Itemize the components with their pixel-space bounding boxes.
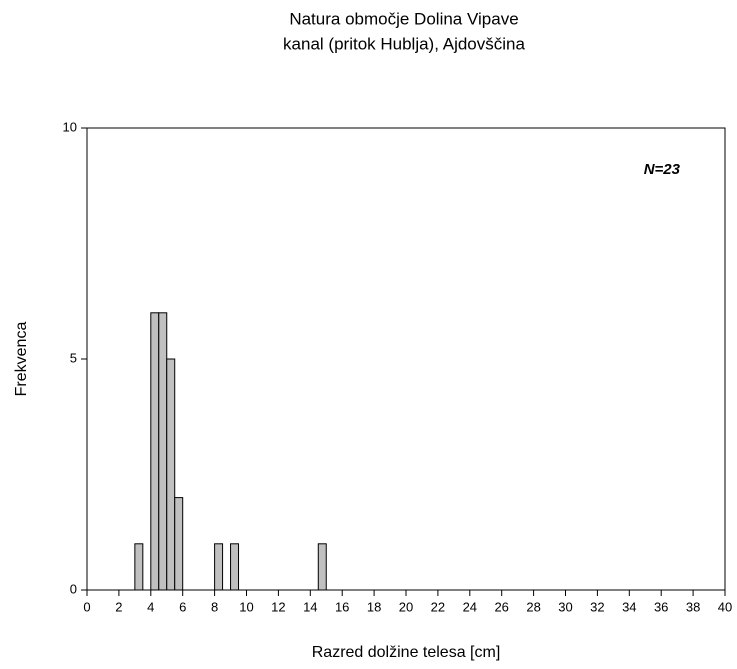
x-tick-label: 30 xyxy=(558,599,572,614)
chart-title: Natura območje Dolina Vipave xyxy=(289,9,518,28)
bar xyxy=(214,543,224,591)
x-tick-label: 24 xyxy=(463,599,477,614)
x-tick-label: 26 xyxy=(494,599,508,614)
x-tick-label: 32 xyxy=(590,599,604,614)
bar xyxy=(158,312,168,591)
bar xyxy=(166,358,176,591)
x-tick-label: 38 xyxy=(686,599,700,614)
bar xyxy=(150,312,160,591)
bar xyxy=(134,543,144,591)
bar xyxy=(230,543,240,591)
chart-subtitle: kanal (pritok Hublja), Ajdovščina xyxy=(283,34,525,53)
bar xyxy=(174,497,184,591)
annotation: N=23 xyxy=(644,161,681,178)
y-tick-label: 10 xyxy=(63,119,77,134)
x-tick-label: 12 xyxy=(271,599,285,614)
x-tick-label: 36 xyxy=(654,599,668,614)
x-tick-label: 10 xyxy=(239,599,253,614)
bar xyxy=(317,543,327,591)
x-tick-label: 6 xyxy=(179,599,186,614)
y-tick-label: 0 xyxy=(70,581,77,596)
x-tick-label: 14 xyxy=(303,599,317,614)
y-axis-label: Frekvenca xyxy=(13,322,30,397)
y-tick-label: 5 xyxy=(70,350,77,365)
x-tick-label: 20 xyxy=(399,599,413,614)
x-tick-label: 40 xyxy=(718,599,732,614)
x-tick-label: 34 xyxy=(622,599,636,614)
x-tick-label: 18 xyxy=(367,599,381,614)
x-tick-label: 8 xyxy=(211,599,218,614)
x-tick-label: 16 xyxy=(335,599,349,614)
x-tick-label: 0 xyxy=(83,599,90,614)
x-axis-label: Razred dolžine telesa [cm] xyxy=(312,644,501,661)
x-tick-label: 2 xyxy=(115,599,122,614)
x-tick-label: 22 xyxy=(431,599,445,614)
x-tick-label: 28 xyxy=(526,599,540,614)
x-tick-label: 4 xyxy=(147,599,154,614)
